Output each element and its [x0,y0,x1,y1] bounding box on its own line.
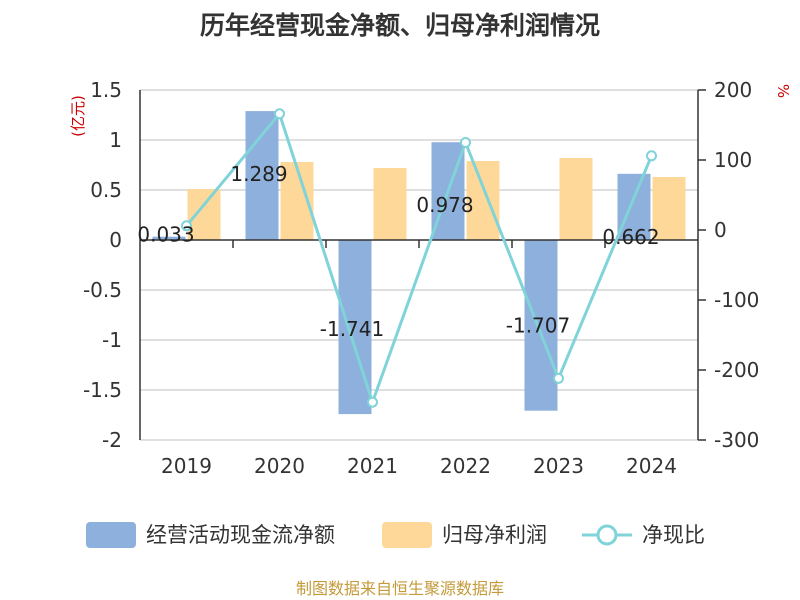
data-label-cash-2023: -1.707 [506,314,570,338]
ratio-point-2019[interactable] [181,220,192,232]
data-label-cash-2019: 0.033 [137,223,194,247]
axes: 1.5 1 0.5 0 -0.5 -1 -1.5 -2 200 100 0 -100 -200 -300 2… [83,78,759,478]
ratio-point-2021[interactable] [367,396,378,408]
legend-swatch-cash [86,522,136,548]
legend-label-profit: 归母净利润 [442,523,547,547]
right-tick-label: -100 [714,288,759,312]
ratio-point-2020[interactable] [274,108,285,120]
legend-label-cash: 经营活动现金流净额 [146,523,335,547]
left-tick-label: -1.5 [83,378,122,402]
legend-item-profit[interactable]: 归母净利润 [382,522,547,548]
x-tick-label: 2024 [626,454,677,478]
source-note: 制图数据来自恒生聚源数据库 [296,579,504,598]
right-tick-label: 0 [714,218,727,242]
bars [152,111,686,415]
data-label-cash-2024: 0.662 [602,225,659,249]
right-tick-label: -200 [714,358,759,382]
left-tick-label: 1 [109,128,122,152]
left-tick-label: -2 [102,428,122,452]
x-tick-label: 2022 [440,454,491,478]
legend: 经营活动现金流净额 归母净利润 净现比 [86,522,705,548]
bar-profit-2022[interactable] [466,161,500,240]
x-tick-label: 2020 [254,454,305,478]
right-tick-label: -300 [714,428,759,452]
bar-profit-2019[interactable] [187,189,221,240]
chart-title: 历年经营现金净额、归母净利润情况 [200,11,600,40]
ratio-polyline [185,110,653,407]
bar-profit-2021[interactable] [373,168,407,240]
right-tick-label: 200 [714,78,752,102]
legend-item-ratio[interactable]: 净现比 [582,523,705,547]
left-tick-label: 1.5 [90,78,122,102]
data-label-cash-2021: -1.741 [320,317,384,341]
legend-label-ratio: 净现比 [642,523,705,547]
x-tick-label: 2019 [161,454,212,478]
x-tick-label: 2023 [533,454,584,478]
bar-profit-2023[interactable] [559,158,593,240]
data-label-cash-2020: 1.289 [230,162,287,186]
bar-cash-2024[interactable] [617,173,651,240]
ratio-point-2022[interactable] [460,137,471,148]
left-axis-unit: (亿元) [69,95,87,137]
bar-cash-2023[interactable] [524,240,558,411]
legend-swatch-profit [382,522,432,548]
legend-item-cash[interactable]: 经营活动现金流净额 [86,522,335,548]
data-labels: 0.033 1.289 -1.741 0.978 -1.707 0.662 [137,162,659,341]
ratio-point-2023[interactable] [553,372,564,384]
left-tick-label: -1 [102,328,122,352]
left-tick-label: 0.5 [90,178,122,202]
ratio-line [181,108,657,408]
ratio-point-2024[interactable] [646,150,657,162]
left-tick-label: -0.5 [83,278,122,302]
x-tick-label: 2021 [347,454,398,478]
bar-profit-2024[interactable] [652,177,686,240]
data-label-cash-2022: 0.978 [416,193,473,217]
bar-cash-2019[interactable] [152,236,186,240]
right-tick-label: 100 [714,148,752,172]
left-tick-label: 0 [109,228,122,252]
gridlines [140,89,698,441]
legend-marker-ratio [596,524,618,546]
right-axis-unit: % [774,84,792,98]
